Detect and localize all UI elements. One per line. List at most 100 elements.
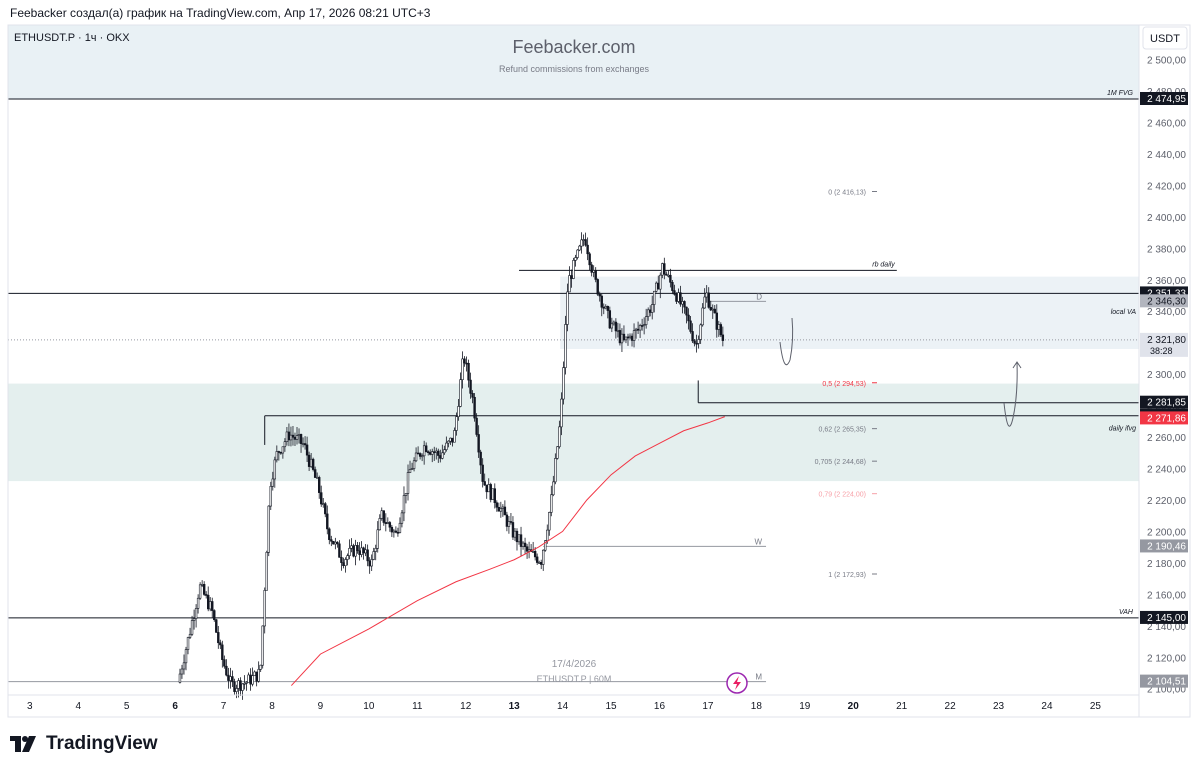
candle-body — [410, 468, 414, 470]
candle-body — [483, 481, 486, 486]
side-label: local VA — [1111, 309, 1137, 316]
price-tag: 2 346,30 — [1147, 296, 1186, 307]
x-tick-label: 16 — [654, 701, 666, 712]
annotations-layer — [779, 317, 1022, 427]
grey-level-letter: M — [755, 673, 762, 682]
candle-body — [388, 522, 392, 528]
candle-body — [542, 549, 545, 565]
candle-body — [467, 362, 470, 381]
candle-body — [451, 437, 454, 443]
price-tags-layer: 2 474,952 351,332 281,852 273,532 145,00… — [1140, 91, 1188, 688]
candle-body — [582, 239, 585, 241]
candle-body — [465, 362, 468, 365]
fib-label: 1 (2 172,93) — [828, 572, 866, 579]
candle-body — [481, 464, 484, 482]
candle-body — [695, 342, 698, 345]
candle-body — [636, 328, 640, 331]
candle-body — [596, 279, 599, 295]
candle-body — [544, 540, 547, 551]
x-tick-label: 9 — [318, 701, 324, 712]
price-chart[interactable]: Feebacker.com Refund commissions from ex… — [0, 0, 1200, 725]
candle-body — [531, 551, 535, 553]
candle-body — [219, 642, 222, 646]
bottom-watermark-date: 17/4/2026 — [552, 659, 597, 670]
candle-body — [186, 637, 190, 650]
candle-body — [441, 452, 444, 459]
candle-body — [263, 589, 266, 627]
lightning-icon[interactable] — [726, 672, 748, 694]
x-tick-label: 12 — [460, 701, 472, 712]
price-tag: 2 271,86 — [1147, 413, 1186, 424]
candle-body — [253, 671, 256, 676]
candle-body — [719, 324, 723, 336]
candle-body — [602, 306, 605, 309]
x-tick-label: 8 — [269, 701, 275, 712]
x-tick-label: 3 — [27, 701, 33, 712]
currency-label[interactable]: USDT — [1150, 33, 1180, 45]
candle-body — [215, 619, 218, 633]
candle-body — [679, 292, 682, 305]
level-price-tag-bg — [1140, 91, 1188, 105]
level-label: 1M FVG — [1107, 90, 1134, 97]
candle-body — [477, 434, 480, 453]
candle-body — [293, 436, 297, 440]
candle-body — [277, 451, 281, 453]
candle-body — [178, 673, 182, 683]
candle-body — [499, 508, 503, 512]
candle-body — [402, 495, 406, 514]
candle-body — [705, 292, 708, 298]
candle-body — [198, 584, 202, 599]
currency-button[interactable]: USDT — [1142, 26, 1188, 50]
candle-body — [221, 644, 224, 660]
y-tick-label: 2 260,00 — [1147, 433, 1186, 444]
price-tag-bg — [1140, 411, 1188, 425]
candle-body — [309, 458, 313, 467]
candle-body — [693, 340, 696, 344]
level-price-tag: 2 474,95 — [1147, 94, 1186, 105]
candle-body — [182, 662, 186, 670]
candle-body — [612, 321, 616, 325]
candle-body — [495, 502, 499, 508]
candle-body — [669, 274, 672, 283]
candle-body — [372, 551, 375, 560]
y-tick-label: 2 300,00 — [1147, 370, 1186, 381]
candles-layer — [178, 232, 725, 700]
candle-body — [713, 308, 716, 314]
candle-body — [237, 680, 240, 689]
y-tick-label: 2 120,00 — [1147, 653, 1186, 664]
candle-body — [229, 676, 232, 681]
watermark-title: Feebacker.com — [512, 37, 635, 57]
candle-body — [493, 488, 496, 504]
candle-body — [453, 430, 456, 443]
candle-body — [608, 310, 612, 329]
x-tick-label: 22 — [945, 701, 957, 712]
candle-body — [572, 260, 575, 279]
x-tick-label: 13 — [509, 701, 521, 712]
y-tick-label: 2 200,00 — [1147, 527, 1186, 538]
candle-body — [661, 263, 664, 276]
candle-body — [257, 669, 260, 682]
candle-body — [471, 393, 474, 398]
fib-label: 0,62 (2 265,35) — [819, 427, 866, 434]
candle-body — [239, 680, 242, 691]
candle-body — [324, 503, 327, 515]
chart-border — [7, 24, 1191, 718]
y-tick-label: 2 360,00 — [1147, 276, 1186, 287]
watermark-layer: Feebacker.com Refund commissions from ex… — [499, 37, 650, 684]
candle-body — [663, 263, 666, 275]
candle-body — [677, 292, 680, 302]
candle-body — [307, 454, 311, 467]
candle-body — [188, 633, 192, 638]
candle-body — [501, 506, 505, 509]
candle-body — [614, 321, 618, 332]
tradingview-wordmark: TradingView — [46, 733, 158, 754]
candle-body — [703, 296, 706, 309]
candle-body — [196, 597, 200, 609]
x-tick-label: 20 — [848, 701, 860, 712]
candle-body — [384, 522, 388, 524]
candle-body — [275, 451, 279, 461]
symbol-label[interactable]: ETHUSDT.P · 1ч · OKX — [14, 32, 130, 44]
candle-body — [683, 301, 686, 308]
candle-body — [249, 674, 252, 685]
candle-body — [590, 264, 593, 273]
